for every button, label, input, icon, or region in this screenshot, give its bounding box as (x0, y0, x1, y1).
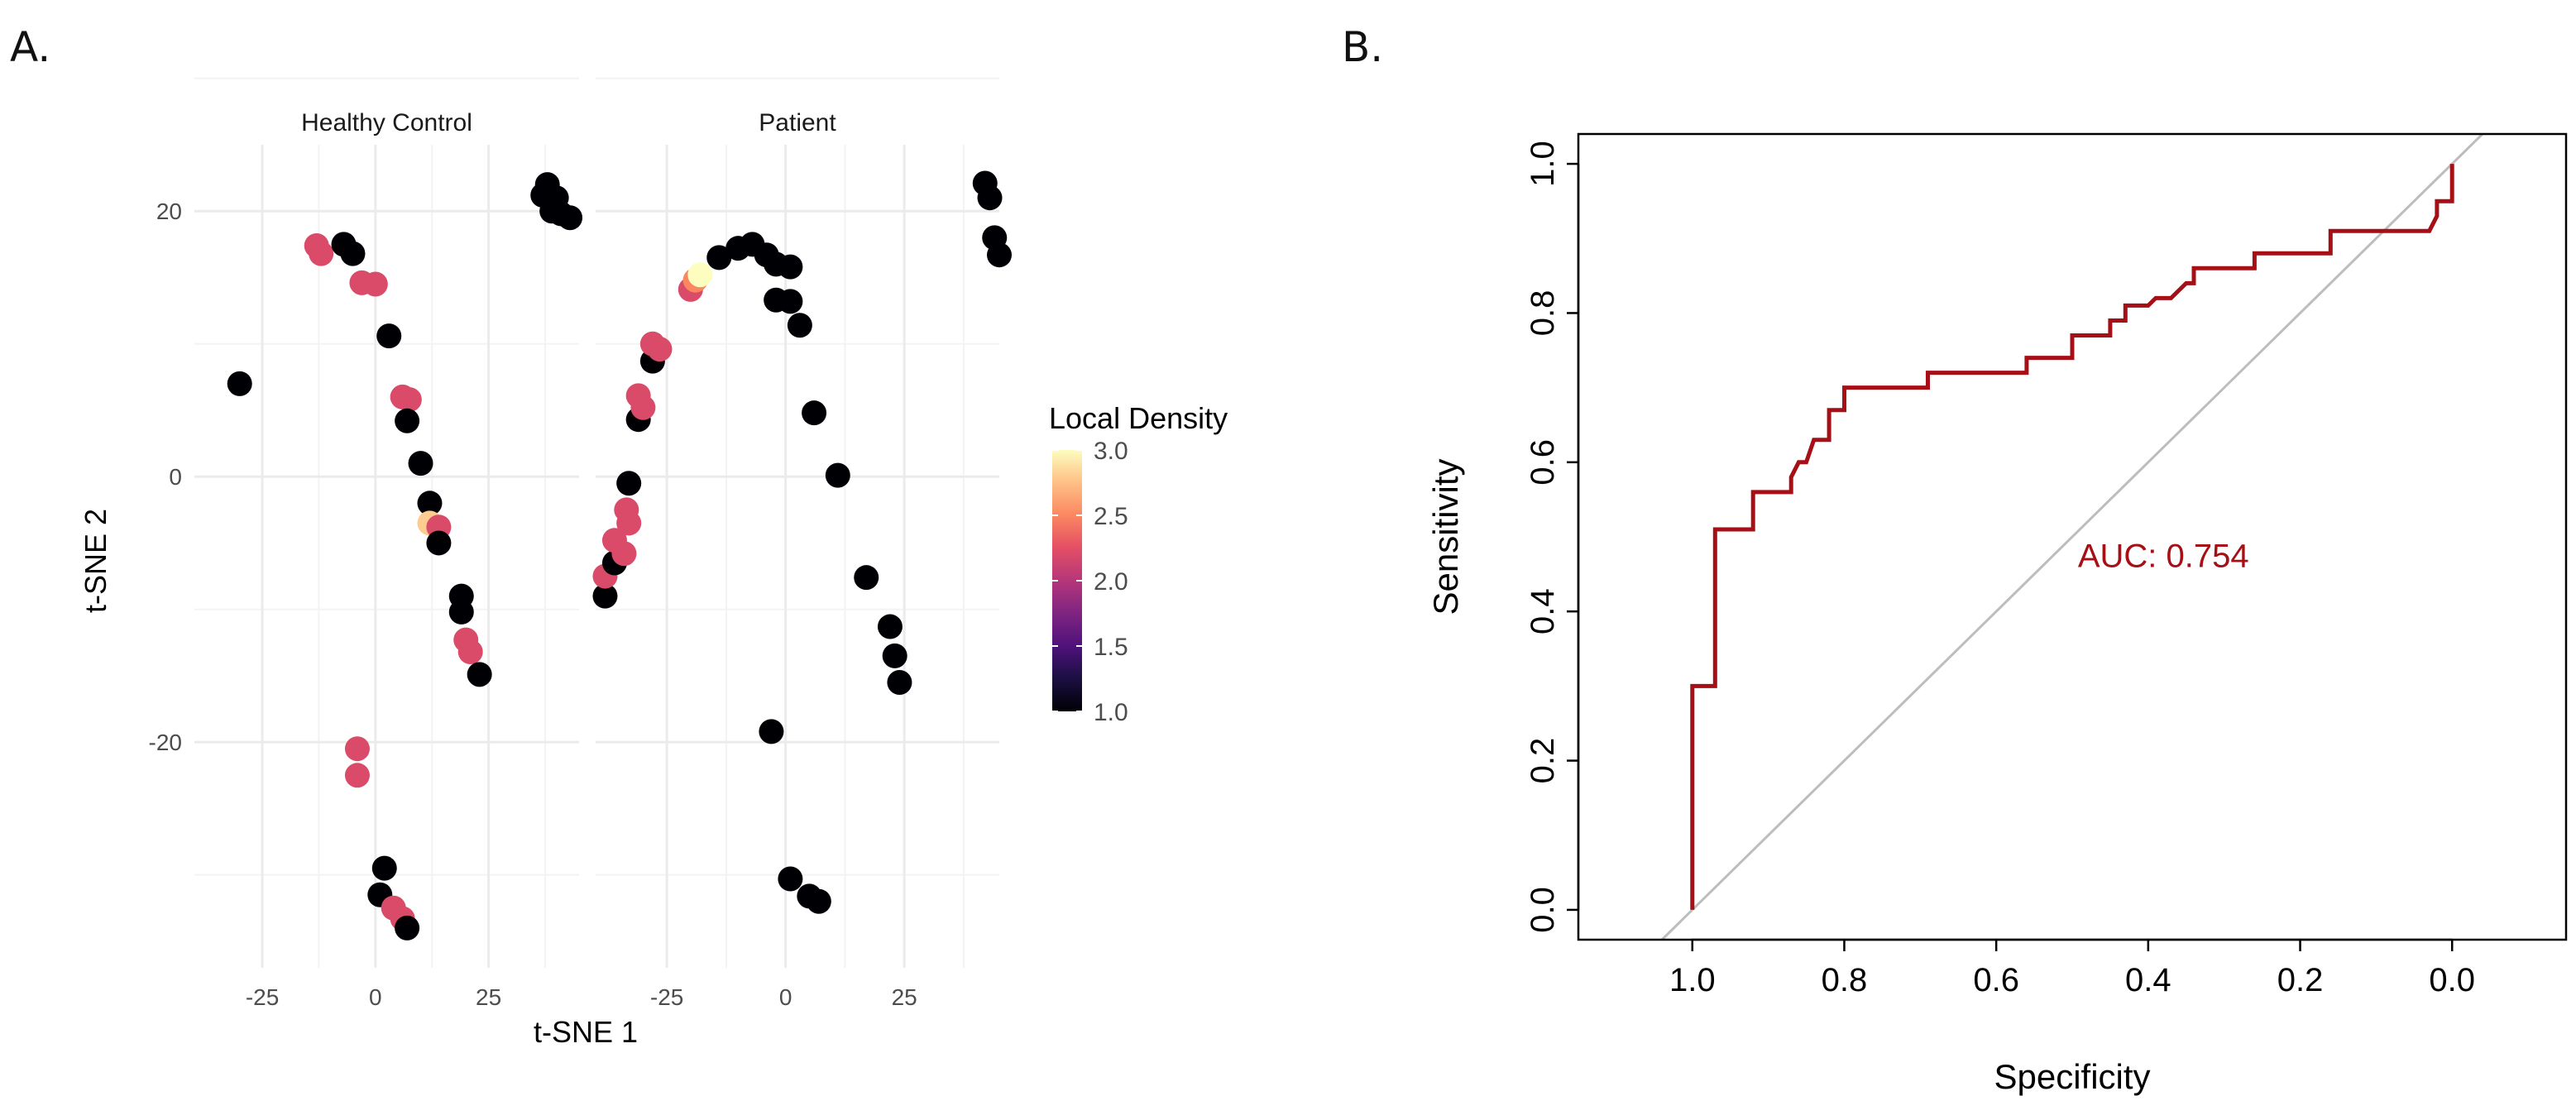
data-point (706, 245, 732, 270)
legend-tick-label: 1.5 (1094, 634, 1128, 661)
data-point (376, 323, 402, 349)
data-point (592, 583, 618, 609)
data-point (395, 408, 420, 433)
roc-curve-line (1690, 164, 2454, 910)
reference-diagonal-line (1660, 132, 2484, 941)
y-tick-label: 0.4 (1525, 588, 1561, 634)
data-point (309, 241, 334, 266)
y-tick-label: 0.0 (1525, 887, 1561, 933)
x-tick-label: 0 (369, 984, 382, 1010)
data-point (806, 888, 831, 914)
x-tick-label: 0.6 (1973, 962, 2019, 998)
data-point (611, 541, 637, 567)
x-tick-label: -25 (650, 984, 683, 1010)
auc-annotation: AUC: 0.754 (2078, 538, 2249, 575)
data-point (778, 866, 803, 892)
data-point (825, 462, 850, 488)
legend-tick-label: 2.0 (1094, 568, 1128, 596)
data-point (396, 387, 422, 413)
x-tick-label: 0.0 (2429, 962, 2475, 998)
legend-tick-label: 2.5 (1094, 503, 1128, 530)
x-tick-label: 0.2 (2277, 962, 2324, 998)
data-point (630, 395, 656, 420)
y-tick-label: 0 (169, 464, 182, 490)
data-point (887, 669, 912, 695)
facet-0: Healthy Control -25 0 25 (194, 77, 583, 1010)
data-point (558, 205, 583, 231)
x-axis-title: Specificity (1994, 1057, 2150, 1096)
facet-title: Patient (759, 109, 836, 136)
facet-1: Patient -25 0 25 (592, 77, 1012, 1010)
legend: Local Density 3.0 2.5 2.0 1.5 1.0 (1049, 401, 1228, 726)
data-point (616, 471, 642, 496)
data-point (371, 855, 397, 881)
data-point (448, 599, 474, 625)
facet-title: Healthy Control (301, 109, 472, 136)
y-tick-label: 20 (156, 199, 182, 224)
x-axis-title: t-SNE 1 (534, 1015, 638, 1049)
y-axis-title: Sensitivity (1426, 458, 1465, 615)
data-point (854, 565, 879, 591)
roc-curve-chart: 1.0 0.8 0.6 0.4 0.2 0.0 0.0 0.2 0.4 0.6 0.8 1.0 Spec… (1426, 132, 2568, 1096)
data-point (987, 242, 1012, 268)
data-point (778, 254, 803, 280)
data-point (759, 719, 784, 744)
data-point (778, 289, 803, 314)
y-tick-label: 0.8 (1525, 290, 1561, 337)
y-tick-label: 0.6 (1525, 439, 1561, 486)
data-point (362, 271, 388, 297)
data-point (344, 736, 370, 762)
data-point (802, 400, 827, 426)
data-point (340, 241, 366, 266)
data-point (457, 639, 483, 665)
data-point (787, 313, 812, 338)
y-axis-title: t-SNE 2 (79, 509, 113, 613)
data-point (417, 491, 443, 516)
legend-title: Local Density (1049, 401, 1228, 435)
data-point (227, 371, 252, 396)
x-tick-label: 25 (892, 984, 917, 1010)
y-tick-label: -20 (149, 730, 182, 755)
data-point (395, 915, 420, 941)
legend-tick-label: 3.0 (1094, 438, 1128, 465)
data-point (687, 262, 713, 288)
x-tick-label: 0.4 (2125, 962, 2171, 998)
x-tick-label: -25 (246, 984, 279, 1010)
data-point (344, 763, 370, 788)
data-point (877, 614, 903, 639)
x-tick-label: 0.8 (1822, 962, 1868, 998)
y-tick-label: 0.2 (1525, 738, 1561, 784)
tsne-scatter-chart: Healthy Control -25 0 25 Patient -25 0 25 20 0 -20… (79, 77, 1228, 1049)
data-point (977, 185, 1003, 211)
x-tick-label: 0 (779, 984, 792, 1010)
x-tick-label: 25 (476, 984, 501, 1010)
legend-tick-label: 1.0 (1094, 699, 1128, 726)
data-point (426, 530, 452, 556)
data-point (467, 662, 492, 687)
x-tick-label: 1.0 (1669, 962, 1716, 998)
y-tick-label: 1.0 (1525, 141, 1561, 187)
data-point (882, 643, 907, 668)
data-point (408, 451, 433, 476)
data-point (614, 497, 639, 523)
panel-b-label: B. (1342, 23, 1384, 71)
panel-a-label: A. (10, 23, 51, 71)
data-point (647, 337, 673, 362)
